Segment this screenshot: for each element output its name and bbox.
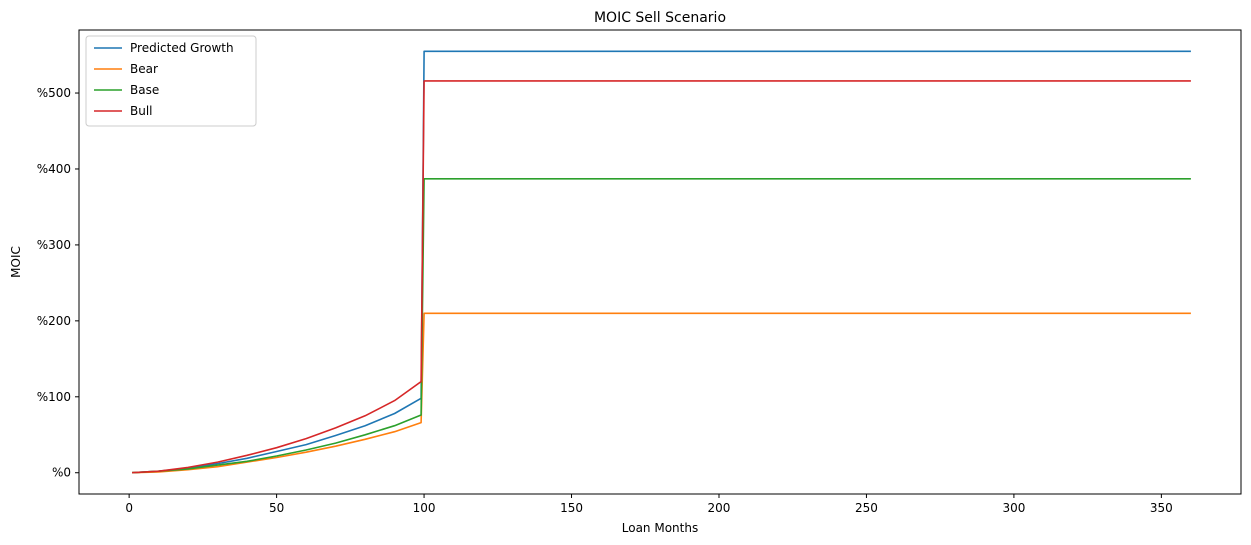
x-tick-label: 50 (269, 501, 284, 515)
x-axis-label: Loan Months (622, 521, 698, 535)
y-tick-label: %100 (37, 390, 71, 404)
x-tick-label: 250 (855, 501, 878, 515)
y-tick-label: %400 (37, 162, 71, 176)
x-tick-label: 0 (125, 501, 133, 515)
x-tick-label: 300 (1002, 501, 1025, 515)
legend-label: Base (130, 83, 159, 97)
x-axis: 0 50 100 150 200 250 300 350 (125, 494, 1173, 515)
plot-area (78, 29, 1242, 495)
y-tick-label: %0 (52, 466, 71, 480)
legend-label: Bull (130, 104, 153, 118)
legend-label: Predicted Growth (130, 41, 234, 55)
x-tick-label: 150 (560, 501, 583, 515)
y-tick-label: %500 (37, 86, 71, 100)
plot-frame (78, 29, 1242, 495)
y-tick-label: %200 (37, 314, 71, 328)
y-axis: %0 %100 %200 %300 %400 %500 (37, 86, 79, 480)
x-tick-label: 200 (708, 501, 731, 515)
series-line-predicted-growth (132, 50, 1191, 474)
legend-label: Bear (130, 62, 158, 76)
x-tick-label: 350 (1150, 501, 1173, 515)
y-tick-label: %300 (37, 238, 71, 252)
chart-title: MOIC Sell Scenario (594, 10, 726, 26)
series-line-bull (132, 80, 1191, 474)
legend-box (85, 35, 257, 127)
x-tick-label: 100 (413, 501, 436, 515)
series-line-base (132, 178, 1191, 474)
legend: Predicted Growth Bear Base Bull (85, 35, 257, 127)
y-axis-label: MOIC (9, 246, 23, 278)
